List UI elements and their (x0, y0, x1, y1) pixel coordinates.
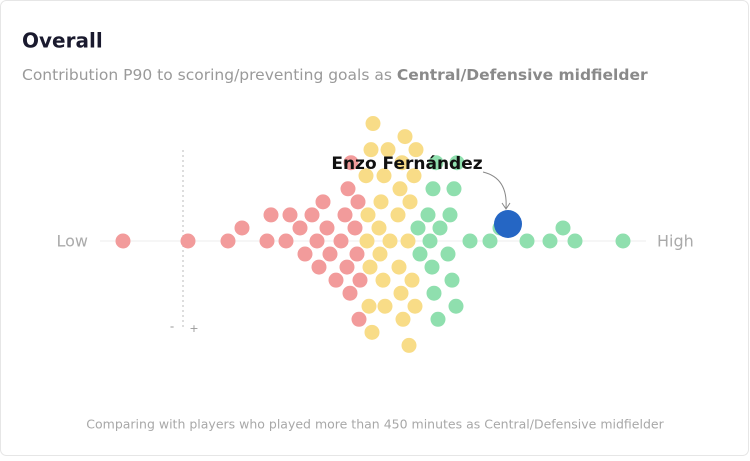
player-dot (349, 246, 365, 262)
player-dot (425, 181, 441, 197)
player-dot (342, 285, 358, 301)
subtitle: Contribution P90 to scoring/preventing g… (22, 66, 648, 84)
player-dot (407, 298, 423, 314)
player-dot (263, 207, 279, 223)
player-dot (426, 285, 442, 301)
low-label: Low (56, 232, 88, 251)
player-dot (339, 259, 355, 275)
arrow-head (501, 202, 511, 210)
player-dot (432, 220, 448, 236)
chart-title: Overall (22, 29, 103, 53)
player-dot (402, 194, 418, 210)
subtitle-bold: Central/Defensive midfielder (397, 66, 648, 84)
highlight-label: Enzo Fernández (331, 154, 482, 174)
player-dot (422, 233, 438, 249)
player-dot (322, 246, 338, 262)
player-dot (440, 246, 456, 262)
player-dot (297, 246, 313, 262)
player-dot (394, 155, 410, 171)
player-dot (304, 207, 320, 223)
player-dot (542, 233, 558, 249)
player-dot (343, 155, 359, 171)
player-dot (382, 233, 398, 249)
player-dot (408, 142, 424, 158)
minus-label: - (170, 320, 174, 334)
player-dot (448, 298, 464, 314)
player-dot (380, 142, 396, 158)
player-dot (115, 233, 131, 249)
player-dot (519, 233, 535, 249)
player-dot (361, 298, 377, 314)
player-dot (365, 116, 381, 132)
player-dot (391, 259, 407, 275)
player-dot (482, 233, 498, 249)
player-dot (449, 155, 465, 171)
player-dot (180, 233, 196, 249)
player-dot (340, 181, 356, 197)
player-dot (292, 220, 308, 236)
player-dot (400, 233, 416, 249)
player-dot (360, 207, 376, 223)
player-dot (352, 272, 368, 288)
player-dot (278, 233, 294, 249)
annotation-arrow (482, 171, 507, 209)
player-dot (404, 272, 420, 288)
player-dot (567, 233, 583, 249)
player-dot (333, 233, 349, 249)
player-dot (395, 311, 411, 327)
player-dot (555, 220, 571, 236)
player-dot (220, 233, 236, 249)
player-dot (377, 298, 393, 314)
player-dot (410, 220, 426, 236)
player-dot (373, 194, 389, 210)
player-dot (406, 168, 422, 184)
player-dot (337, 207, 353, 223)
player-dot (328, 272, 344, 288)
player-dot (259, 233, 275, 249)
player-dot (309, 233, 325, 249)
player-dot (420, 207, 436, 223)
player-dot (462, 233, 478, 249)
high-label: High (657, 232, 694, 251)
player-dot (350, 194, 366, 210)
player-dot (364, 324, 380, 340)
player-dot (347, 220, 363, 236)
player-dot (446, 181, 462, 197)
player-dot (430, 311, 446, 327)
player-dot (311, 259, 327, 275)
player-dot (234, 220, 250, 236)
player-dot (319, 220, 335, 236)
player-dot (393, 285, 409, 301)
player-dot (424, 259, 440, 275)
player-dot (442, 207, 458, 223)
player-dot (358, 168, 374, 184)
player-dot (371, 220, 387, 236)
player-dot (392, 181, 408, 197)
player-dot (359, 233, 375, 249)
player-dot (390, 207, 406, 223)
player-dot (363, 142, 379, 158)
player-dot (282, 207, 298, 223)
player-dot (428, 155, 444, 171)
player-dot (351, 311, 367, 327)
player-dot (444, 272, 460, 288)
footnote: Comparing with players who played more t… (86, 417, 664, 432)
player-dot (412, 246, 428, 262)
player-dot (376, 168, 392, 184)
player-dot (397, 129, 413, 145)
subtitle-text: Contribution P90 to scoring/preventing g… (22, 66, 397, 84)
player-dot (401, 337, 417, 353)
highlight-dot (494, 210, 522, 238)
player-dot (372, 246, 388, 262)
player-dot (362, 259, 378, 275)
player-dot (615, 233, 631, 249)
plus-label: + (189, 322, 198, 335)
player-dot (375, 272, 391, 288)
player-dot (315, 194, 331, 210)
